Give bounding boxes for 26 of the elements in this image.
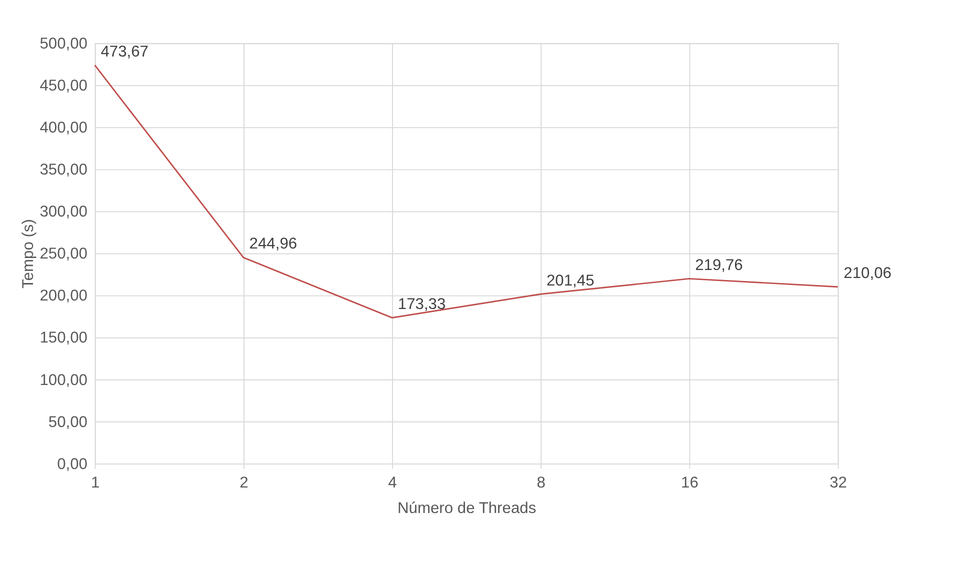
y-tick-label: 0,00 <box>57 456 88 473</box>
data-label: 201,45 <box>546 272 595 290</box>
y-tick-label: 400,00 <box>40 120 88 137</box>
y-tick-label: 450,00 <box>40 78 88 95</box>
y-tick-label: 100,00 <box>40 372 88 389</box>
x-tick-label: 1 <box>90 474 100 492</box>
y-tick-label: 250,00 <box>40 246 88 263</box>
x-tick-label: 16 <box>681 474 698 492</box>
y-tick-label: 300,00 <box>40 204 88 221</box>
data-label: 244,96 <box>249 236 298 253</box>
data-label: 473,67 <box>100 43 148 60</box>
data-label: 173,33 <box>398 296 446 313</box>
x-tick-label: 8 <box>536 474 546 492</box>
y-tick-label: 50,00 <box>48 414 88 431</box>
x-axis-title: Número de Threads <box>397 500 536 517</box>
y-tick-label: 500,00 <box>40 35 88 52</box>
y-tick-label: 200,00 <box>40 288 88 305</box>
y-tick-label: 150,00 <box>40 330 88 347</box>
x-tick-label: 32 <box>830 474 847 492</box>
y-tick-label: 350,00 <box>40 162 88 179</box>
x-tick-label: 2 <box>240 474 248 492</box>
data-label: 210,06 <box>844 265 892 282</box>
x-tick-label: 4 <box>388 474 398 492</box>
line-series <box>94 64 839 318</box>
y-axis-title: Tempo (s) <box>20 219 37 289</box>
data-label: 219,76 <box>695 256 743 274</box>
